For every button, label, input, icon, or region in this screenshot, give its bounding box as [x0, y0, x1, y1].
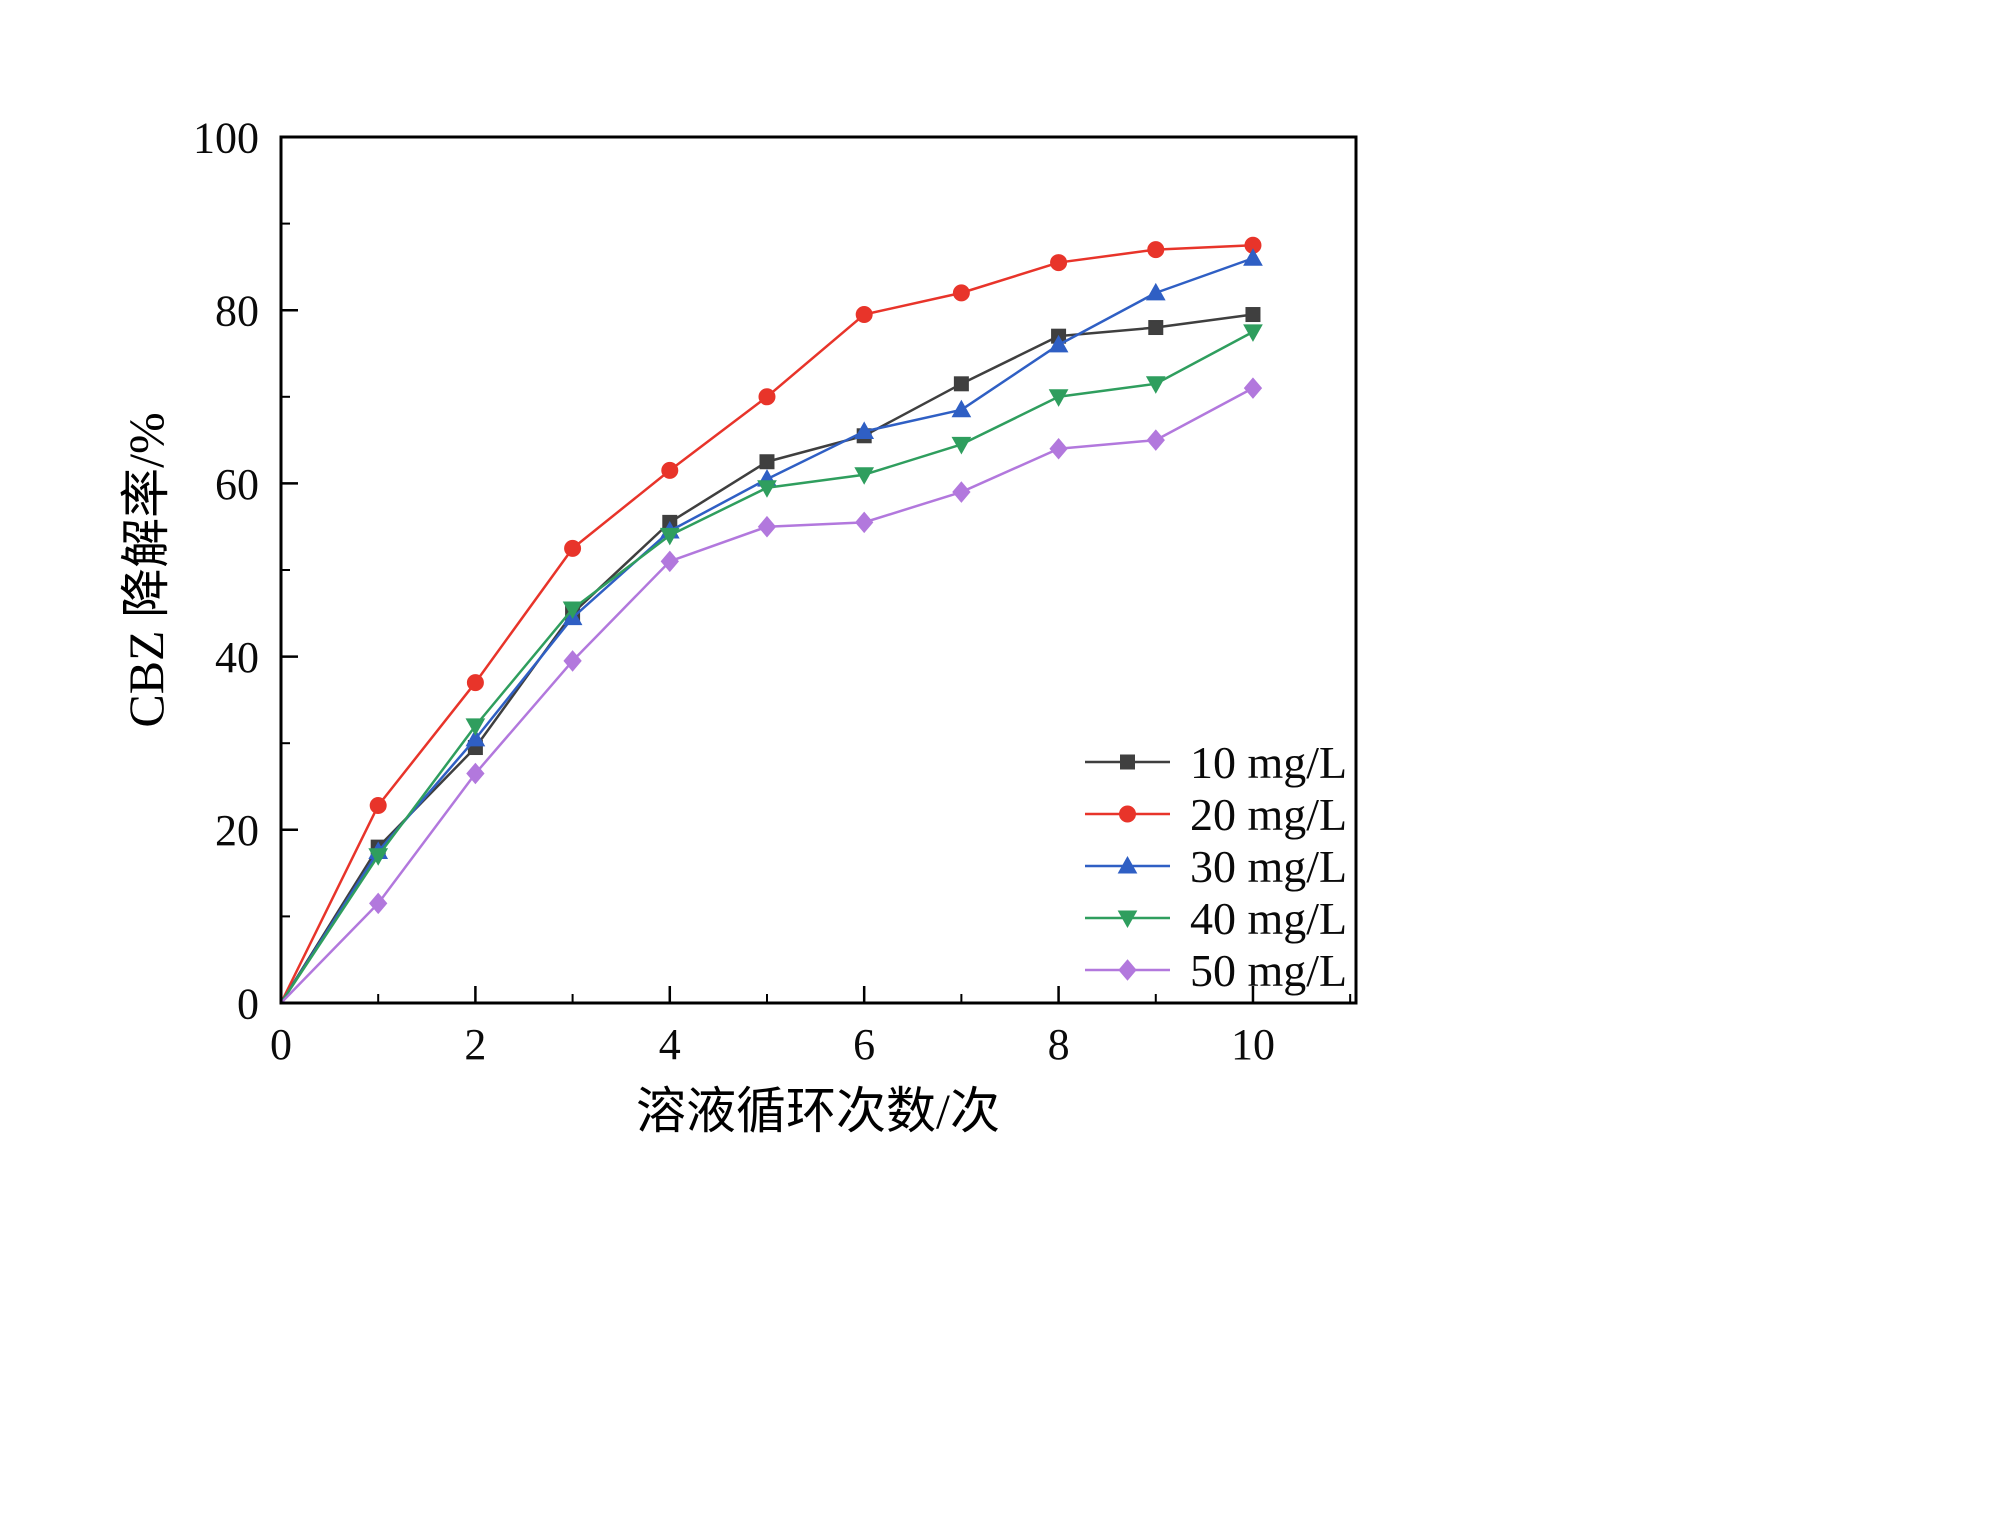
data-point-triangle-down [1048, 389, 1069, 407]
series-line [279, 257, 1254, 1004]
data-point-circle [369, 797, 387, 815]
data-point-circle [1147, 241, 1165, 259]
legend-item: 40 mg/L [1085, 893, 1347, 944]
y-tick-label: 60 [215, 460, 259, 509]
series-20-mg-L [279, 236, 1262, 1004]
y-tick-label: 0 [237, 979, 259, 1028]
data-point-circle [1119, 805, 1136, 823]
data-point-triangle-down [1243, 324, 1263, 342]
x-tick-label: 6 [853, 1020, 875, 1069]
data-point-diamond [466, 762, 485, 785]
data-point-triangle-down [562, 601, 583, 619]
data-point-triangle-up [1048, 334, 1069, 353]
data-point-circle [661, 461, 679, 479]
data-point-triangle-up [1145, 282, 1166, 301]
data-point-diamond [757, 515, 777, 538]
legend-label: 30 mg/L [1190, 841, 1347, 892]
legend-item: 50 mg/L [1085, 945, 1347, 996]
data-point-triangle-up [951, 399, 972, 418]
series-40-mg-L [279, 324, 1263, 1004]
data-point-square [1120, 754, 1135, 770]
series-line [279, 330, 1254, 1004]
data-point-triangle-down [368, 848, 389, 866]
data-point-triangle-down [1117, 910, 1138, 929]
data-point-circle [466, 674, 484, 692]
data-point-diamond [1146, 429, 1165, 451]
data-point-triangle-down [951, 436, 972, 455]
data-point-square [759, 454, 775, 470]
x-tick-label: 0 [270, 1020, 292, 1069]
legend-label: 50 mg/L [1190, 945, 1347, 996]
data-point-diamond [563, 650, 582, 672]
x-tick-label: 8 [1048, 1020, 1070, 1069]
data-point-triangle-down [659, 527, 680, 546]
data-point-triangle-up [465, 728, 486, 747]
x-axis-title: 溶液循环次数/次 [636, 1083, 1000, 1139]
series-10-mg-L [279, 307, 1261, 1004]
x-axis: 0 2 4 6 8 10 [270, 986, 1352, 1069]
data-point-triangle-down [465, 718, 486, 736]
data-point-circle [758, 388, 776, 406]
data-point-diamond [1243, 377, 1263, 399]
data-point-diamond [952, 481, 971, 503]
data-point-triangle-up [1117, 855, 1138, 874]
y-axis-title: CBZ 降解率/% [118, 412, 174, 727]
series-50-mg-L [280, 377, 1263, 1004]
y-tick-label: 80 [215, 287, 259, 336]
legend-item: 30 mg/L [1085, 841, 1347, 892]
data-point-triangle-down [1145, 376, 1166, 394]
data-point-square [1148, 320, 1164, 336]
series-line [279, 244, 1254, 1004]
y-tick-label: 40 [215, 633, 259, 682]
series-30-mg-L [279, 248, 1263, 1004]
data-point-square [1245, 307, 1261, 323]
legend-item: 20 mg/L [1085, 789, 1347, 840]
data-point-diamond [1049, 437, 1068, 460]
plot-border [279, 135, 1358, 1005]
data-point-diamond [1118, 959, 1137, 981]
series-line [279, 313, 1254, 1004]
data-point-diamond [369, 892, 388, 915]
data-point-circle [1050, 254, 1068, 272]
data-point-diamond [660, 550, 679, 573]
data-point-triangle-up [1243, 248, 1263, 266]
data-point-diamond [855, 511, 874, 534]
data-point-triangle-up [854, 421, 875, 439]
x-tick-label: 10 [1231, 1020, 1275, 1069]
x-tick-label: 4 [659, 1020, 681, 1069]
legend: 10 mg/L20 mg/L30 mg/L40 mg/L50 mg/L [1085, 737, 1347, 996]
data-point-circle [564, 539, 582, 557]
legend-item: 10 mg/L [1085, 737, 1347, 788]
data-point-triangle-down [757, 480, 777, 498]
legend-label: 40 mg/L [1190, 893, 1347, 944]
y-tick-label: 100 [193, 113, 259, 162]
y-tick-label: 20 [215, 806, 259, 855]
x-tick-label: 2 [464, 1020, 486, 1069]
data-point-triangle-down [854, 467, 875, 485]
data-point-circle [855, 306, 873, 324]
data-point-square [953, 376, 969, 392]
data-point-circle [952, 284, 970, 302]
legend-label: 10 mg/L [1190, 737, 1347, 788]
legend-label: 20 mg/L [1190, 789, 1347, 840]
